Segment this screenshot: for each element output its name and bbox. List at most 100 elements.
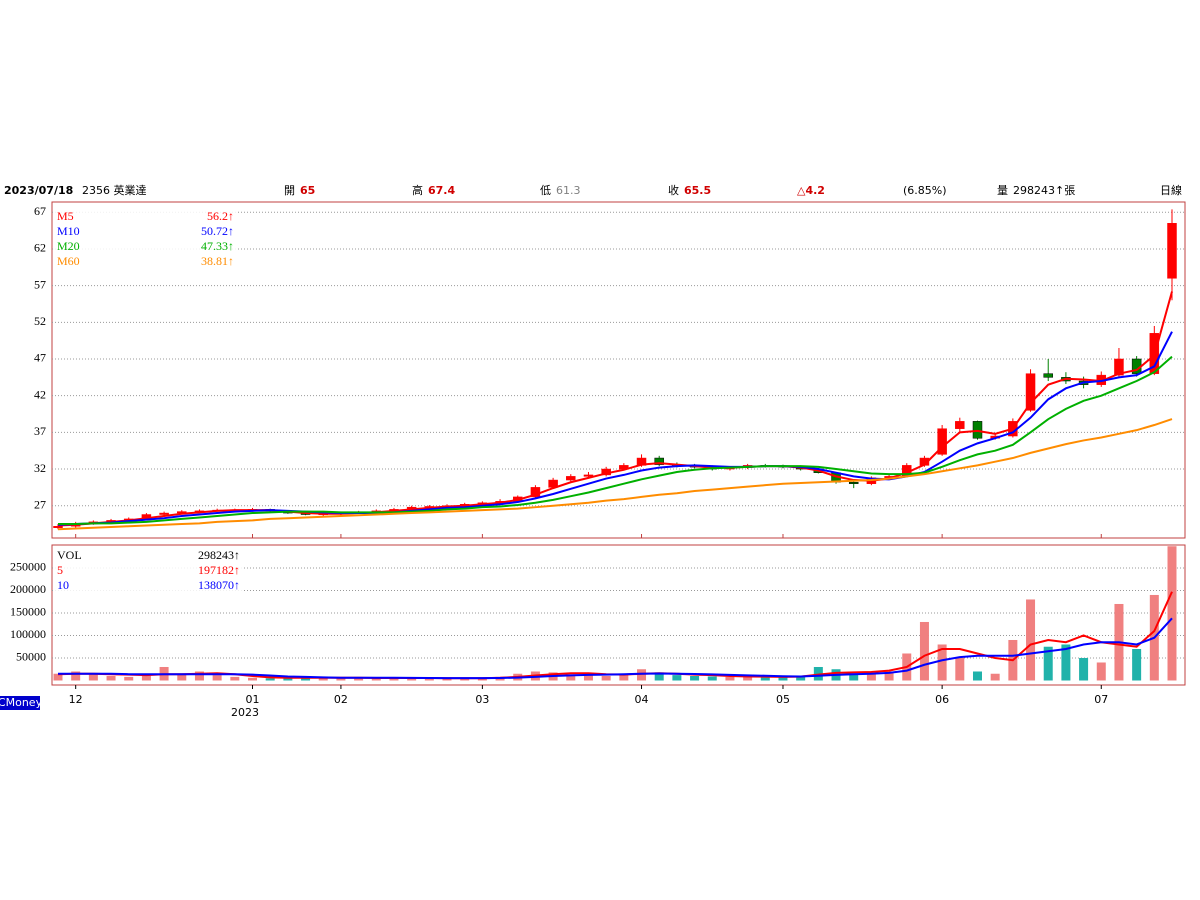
legend-box: [54, 548, 242, 594]
y-tick-label: 37: [34, 424, 46, 438]
close-label: 收: [668, 183, 679, 197]
x-tick-label: 05: [776, 693, 790, 706]
volume-bar: [707, 676, 717, 681]
volume-ma-line: [57, 591, 1173, 680]
y-tick-label: 150000: [10, 605, 46, 619]
volume-bar: [566, 675, 576, 681]
volume-bar: [725, 676, 735, 681]
y-tick-label: 250000: [10, 560, 46, 574]
high-value: 67.4: [428, 184, 455, 197]
y-tick-label: 27: [34, 497, 46, 511]
volume-bar: [407, 677, 417, 681]
candle-body: [1114, 358, 1124, 376]
close-value: 65.5: [684, 184, 711, 197]
legend-value: 47.33↑: [201, 239, 234, 253]
volume-bar: [1167, 546, 1177, 681]
candle-body: [1025, 373, 1036, 411]
x-tick-label: 07: [1094, 693, 1108, 706]
ma-line: [58, 355, 1173, 526]
date: 2023/07/18: [4, 184, 73, 197]
volume-bar: [424, 678, 434, 681]
volume-bar: [743, 676, 753, 681]
volume-bar: [1132, 648, 1142, 681]
candle-body: [654, 457, 664, 465]
volume-bar: [672, 675, 682, 681]
legend-value: 56.2↑: [207, 209, 234, 223]
volume-value: 298243↑張: [1013, 184, 1075, 197]
volume-bar: [336, 677, 346, 681]
legend-name: M5: [57, 209, 74, 223]
volume-bar: [1043, 646, 1053, 681]
volume-bar: [796, 675, 806, 681]
legend-value: 138070↑: [198, 578, 240, 592]
volume-bar: [778, 677, 788, 681]
volume-bar: [1026, 599, 1036, 681]
volume-bar: [1096, 662, 1106, 681]
brand-badge: [0, 696, 40, 710]
x-tick-label: 02: [334, 693, 348, 706]
legend-value: 197182↑: [198, 563, 240, 577]
y-tick-label: 200000: [10, 582, 46, 596]
open-value: 65: [300, 184, 315, 197]
legend-box: [54, 208, 236, 270]
y-tick-label: 100000: [10, 627, 46, 641]
low-label: 低: [540, 184, 551, 197]
open-label: 開: [284, 184, 295, 197]
y-tick-label: 67: [34, 204, 46, 218]
candle-body: [583, 474, 594, 477]
candle-body: [159, 512, 169, 515]
volume-bar: [866, 673, 876, 681]
volume-bar: [442, 678, 452, 681]
low-value: 61.3: [556, 184, 581, 197]
volume-bar: [990, 673, 1000, 681]
y-tick-label: 42: [34, 387, 46, 401]
candle-body: [53, 526, 63, 528]
x-tick-label: 12: [69, 693, 83, 706]
volume-bar: [212, 675, 222, 681]
volume-bar: [955, 657, 965, 681]
y-tick-label: 62: [34, 241, 46, 255]
volume-bar: [972, 671, 982, 681]
volume-bar: [619, 675, 629, 681]
volume-label: 量: [997, 184, 1008, 197]
volume-bar: [1061, 644, 1071, 681]
year-label: 2023: [231, 706, 259, 719]
volume-bar: [654, 672, 664, 681]
volume-bar: [88, 673, 98, 681]
candle-body: [972, 421, 983, 439]
volume-bar: [371, 678, 381, 681]
legend-name: VOL: [57, 548, 82, 562]
volume-bar: [177, 673, 187, 681]
ma-line: [57, 331, 1173, 526]
volume-bar: [283, 678, 293, 681]
volume-bar: [194, 671, 204, 681]
legend-name: 10: [57, 578, 69, 592]
high-label: 高: [412, 183, 423, 197]
volume-bar: [389, 678, 399, 681]
y-tick-label: 47: [34, 351, 46, 365]
volume-bar: [106, 675, 116, 681]
x-tick-label: 06: [935, 693, 949, 706]
price-panel: [51, 201, 1186, 539]
candle-body: [955, 421, 965, 429]
ma-line: [57, 418, 1173, 531]
volume-bar: [760, 676, 770, 681]
candle-body: [937, 428, 947, 455]
volume-bar: [141, 675, 151, 681]
volume-ma-line: [58, 617, 1173, 680]
volume-bar: [637, 669, 647, 681]
legend-name: M60: [57, 254, 80, 268]
candle-body: [566, 476, 576, 481]
volume-bar: [53, 673, 63, 681]
volume-bar: [849, 673, 859, 681]
change-pct: (6.85%): [903, 184, 947, 197]
volume-bar: [230, 676, 240, 681]
volume-bar: [583, 675, 593, 681]
legend-value: 50.72↑: [201, 224, 234, 238]
volume-bar: [884, 671, 894, 681]
candle-body: [848, 481, 859, 484]
legend-name: 5: [57, 563, 63, 577]
volume-bar: [690, 675, 700, 681]
volume-bar: [1079, 657, 1089, 681]
